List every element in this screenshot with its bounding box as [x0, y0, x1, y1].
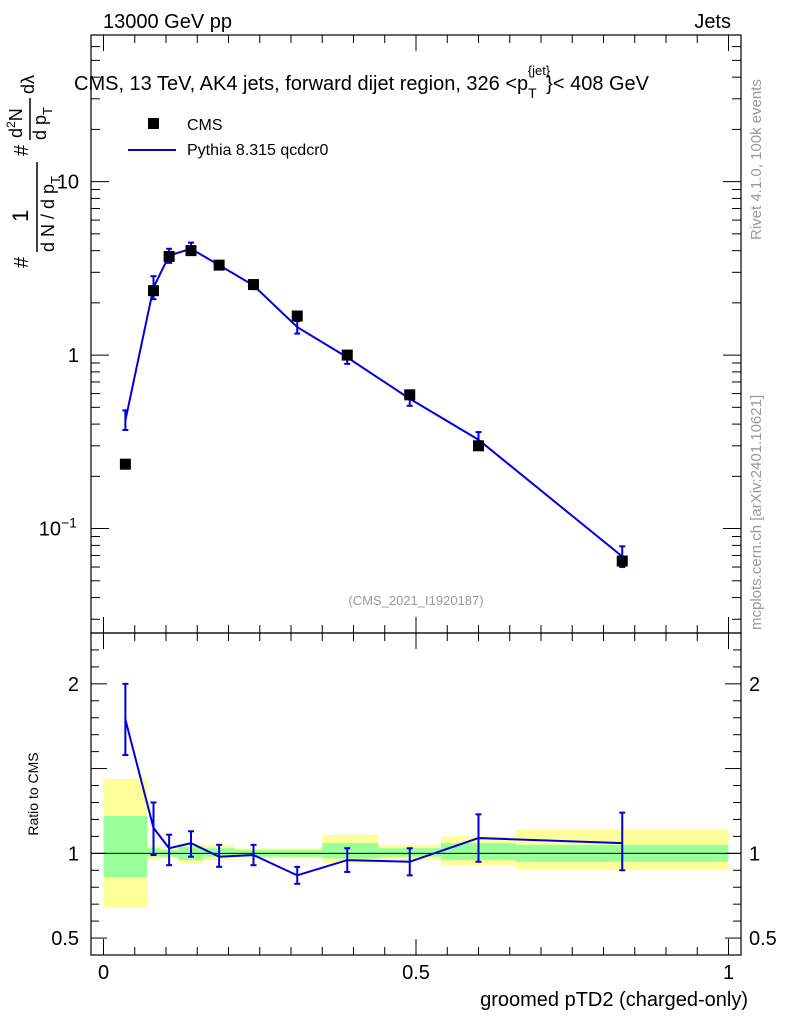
x-tick-labels: 0 0.5 1	[98, 962, 734, 984]
header-right-label: Jets	[694, 11, 731, 33]
ratio-y-tick-label-right: 2	[749, 674, 760, 696]
ratio-y-tick-label-left: 2	[68, 674, 79, 696]
ratio-y-axis-label: Ratio to CMS	[25, 752, 41, 835]
ratio-series-line	[124, 719, 623, 877]
x-axis-label: groomed pTD2 (charged-only)	[480, 989, 748, 1011]
main-axis-ticks	[91, 34, 741, 633]
ratio-y-tick-label-left: 1	[68, 843, 79, 865]
ylabel-denominator: d N / d pT	[38, 176, 63, 252]
cms-data-point	[213, 259, 225, 271]
cms-data-point	[148, 285, 159, 297]
main-y-tick-label: 10	[39, 519, 61, 541]
pythia-series-line	[124, 247, 623, 558]
ylabel-one: 1	[8, 210, 33, 222]
ylabel-hash-1: #	[11, 256, 33, 268]
cms-data-point	[248, 279, 259, 291]
ratio-panel	[90, 632, 742, 956]
legend-pythia-label: Pythia 8.315 qcdcr0	[187, 142, 329, 159]
main-plot-title: CMS, 13 TeV, AK4 jets, forward dijet reg…	[74, 63, 650, 101]
mcplots-reference-label: mcplots.cern.ch [arXiv:2401.10621]	[748, 395, 765, 630]
cms-data-point	[473, 440, 484, 452]
title-subscript: T	[528, 85, 537, 101]
main-y-tick-label-exponent: −1	[61, 515, 77, 531]
cms-data-point	[341, 349, 353, 361]
main-y-axis-label: # 1 d N / d pT # d2N d pT dλ	[4, 75, 63, 268]
ratio-y-tick-label-left: 0.5	[51, 928, 79, 950]
main-y-tick-label: 10	[57, 172, 79, 194]
cms-data-point	[119, 458, 131, 470]
rivet-version-label: Rivet 4.1.0, 100k events	[748, 79, 765, 240]
ratio-stat-uncertainty-band	[322, 843, 379, 859]
ratio-uncertainty-bands	[103, 778, 729, 908]
analysis-watermark: (CMS_2021_I1920187)	[348, 593, 483, 608]
title-text: CMS, 13 TeV, AK4 jets, forward dijet reg…	[74, 73, 528, 95]
ratio-y-tick-label-right: 1	[749, 843, 760, 865]
ylabel-second-denominator: d pT	[30, 107, 55, 140]
title-end: }< 408 GeV	[546, 73, 650, 95]
legend-cms-marker	[148, 118, 159, 129]
ylabel-numerator: d2N	[4, 108, 26, 138]
legend: CMS Pythia 8.315 qcdcr0	[128, 117, 329, 159]
cms-data-point	[616, 555, 628, 567]
ratio-frame	[90, 632, 742, 956]
cms-data-point	[291, 310, 303, 322]
ratio-y-tick-label-right: 0.5	[749, 928, 777, 950]
ylabel-hash-2: #	[11, 144, 33, 156]
main-series-layer	[119, 241, 628, 569]
title-superscript: {jet}	[528, 63, 551, 78]
ratio-axis-ticks	[91, 632, 741, 956]
ylabel-dlambda: dλ	[18, 75, 38, 94]
cms-data-point	[185, 245, 197, 257]
cms-data-point	[404, 389, 416, 401]
cms-data-point	[163, 251, 175, 263]
x-tick-label: 1	[723, 962, 734, 984]
x-tick-label: 0	[98, 962, 109, 984]
main-y-tick-label: 1	[68, 345, 79, 367]
ratio-stat-uncertainty-band	[103, 816, 148, 878]
ratio-series-layer	[122, 682, 626, 885]
ratio-y-tick-labels: 2 2 1 1 0.5 0.5	[51, 674, 777, 950]
header-left-label: 13000 GeV pp	[103, 11, 232, 33]
legend-cms-label: CMS	[187, 117, 223, 134]
x-tick-label: 0.5	[402, 962, 430, 984]
